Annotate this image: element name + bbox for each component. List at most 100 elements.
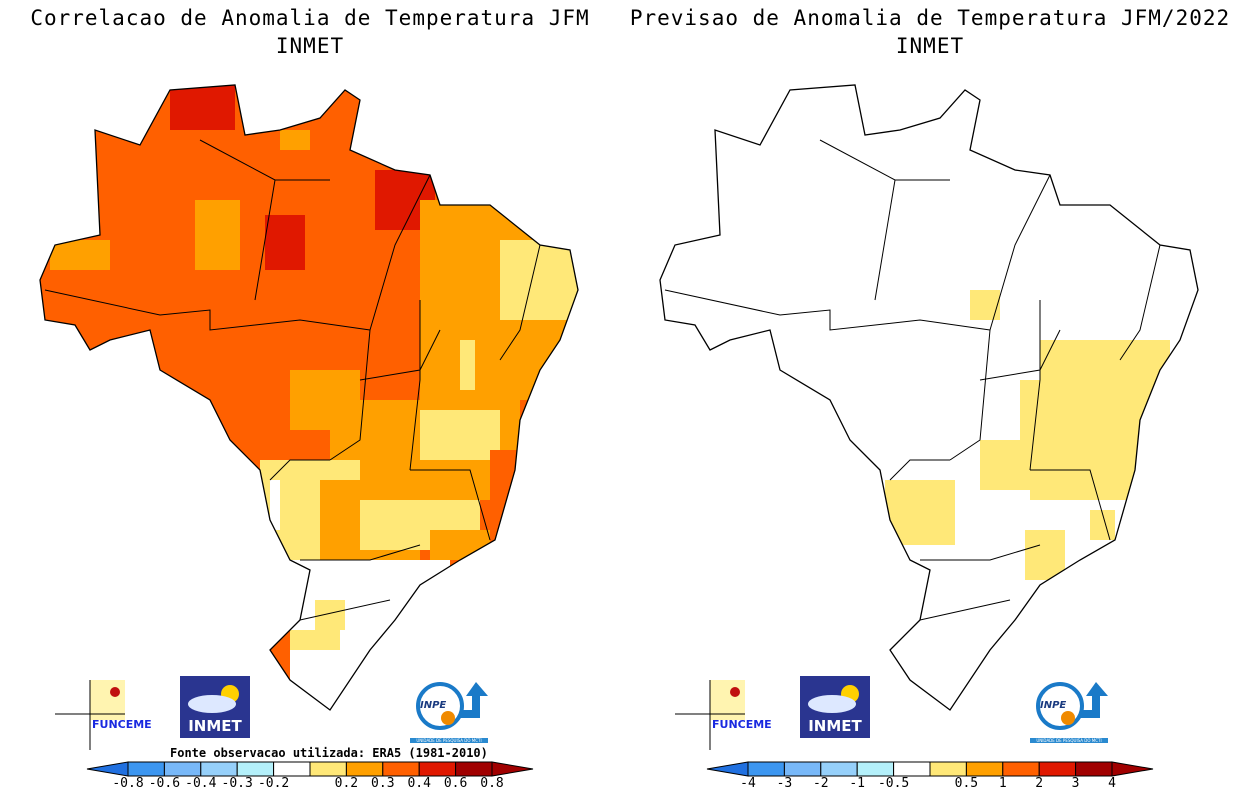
anomaly-cell bbox=[500, 240, 578, 320]
anomaly-cell bbox=[1030, 400, 1150, 500]
state-border bbox=[44, 289, 371, 331]
state-border bbox=[300, 544, 421, 561]
inpe-logo: INPE bbox=[1036, 682, 1108, 730]
colorbar-bin bbox=[127, 761, 165, 777]
colorbar-bin bbox=[965, 761, 1004, 777]
state-border bbox=[889, 459, 950, 481]
anomaly-cell bbox=[885, 480, 955, 545]
state-border bbox=[874, 179, 896, 301]
left-subtitle: INMET bbox=[275, 34, 345, 58]
colorbar-bin bbox=[783, 761, 822, 777]
colorbar-bin bbox=[929, 761, 967, 777]
colorbar-bin bbox=[1038, 761, 1077, 777]
colorbar-tick-label: -2 bbox=[812, 776, 829, 791]
inpe-logo: INPE bbox=[416, 682, 488, 730]
colorbar-high-arrow bbox=[491, 761, 534, 777]
colorbar-bin bbox=[236, 761, 275, 777]
colorbar-tick-label: -4 bbox=[740, 776, 756, 791]
colorbar-bin bbox=[418, 761, 457, 777]
colorbar-bin bbox=[309, 761, 347, 777]
state-border bbox=[254, 179, 276, 301]
anomaly-cell bbox=[170, 85, 235, 130]
colorbar-tick-label: -3 bbox=[776, 776, 793, 791]
anomaly-cell bbox=[980, 440, 1030, 490]
state-border bbox=[499, 244, 541, 361]
colorbar-tick-label: 0.2 bbox=[334, 776, 359, 791]
forecast-map bbox=[659, 84, 1199, 711]
colorbar-tick-label: -0.6 bbox=[148, 776, 181, 791]
anomaly-cell bbox=[315, 600, 345, 630]
state-border bbox=[989, 174, 1051, 331]
inmet-logo: INMET bbox=[180, 676, 250, 738]
right-title: Previsao de Anomalia de Temperatura JFM/… bbox=[629, 6, 1231, 30]
colorbar-tick-label: 1 bbox=[998, 776, 1007, 791]
inpe-label: INPE bbox=[420, 700, 446, 711]
anomaly-cell bbox=[970, 290, 1000, 320]
colorbar-bin bbox=[273, 761, 311, 777]
inpe-subtitle: UNIDADE DE PESQUISA DO MCTI bbox=[1030, 738, 1108, 743]
colorbar-tick-label: -0.2 bbox=[257, 776, 290, 791]
colorbar-bin bbox=[345, 761, 384, 777]
anomaly-cell bbox=[270, 480, 280, 530]
colorbar-tick-label: 0.3 bbox=[371, 776, 395, 791]
state-border bbox=[949, 329, 991, 461]
colorbar-tick-label: 0.4 bbox=[407, 776, 431, 791]
colorbar-tick-label: -0.3 bbox=[221, 776, 253, 791]
state-border bbox=[329, 329, 371, 461]
anomaly-cell bbox=[460, 340, 475, 390]
colorbar-tick-label: 0.5 bbox=[954, 776, 979, 791]
colorbar-bin bbox=[1075, 761, 1113, 777]
left-title: Correlacao de Anomalia de Temperatura JF… bbox=[30, 6, 590, 30]
right-colorbar bbox=[706, 761, 1154, 777]
colorbar-bin bbox=[163, 761, 202, 777]
anomaly-cell bbox=[430, 530, 490, 560]
colorbar-high-arrow bbox=[1111, 761, 1154, 777]
colorbar-bin bbox=[200, 761, 238, 777]
state-border bbox=[1119, 244, 1161, 361]
colorbar-bin bbox=[820, 761, 858, 777]
anomaly-cell bbox=[290, 630, 340, 650]
state-border bbox=[819, 139, 950, 181]
inmet-logo: INMET bbox=[800, 676, 870, 738]
anomaly-cell bbox=[420, 410, 500, 460]
colorbar-low-arrow bbox=[706, 761, 749, 777]
funceme-label: FUNCEME bbox=[712, 718, 772, 731]
colorbar-tick-label: 4 bbox=[1108, 776, 1116, 791]
colorbar-low-arrow bbox=[86, 761, 129, 777]
state-border bbox=[299, 599, 391, 621]
inpe-subtitle: UNIDADE DE PESQUISA DO MCTI bbox=[410, 738, 488, 743]
left-colorbar bbox=[86, 761, 534, 777]
correlation-map bbox=[39, 84, 579, 711]
country-outline bbox=[39, 84, 579, 711]
state-border bbox=[664, 289, 991, 331]
state-border bbox=[919, 599, 1011, 621]
state-border bbox=[920, 544, 1041, 561]
colorbar-bin bbox=[747, 761, 785, 777]
colorbar-tick-label: -0.8 bbox=[112, 776, 144, 791]
inmet-label: INMET bbox=[808, 717, 862, 735]
colorbar-tick-label: -0.4 bbox=[185, 776, 217, 791]
colorbar-bin bbox=[856, 761, 895, 777]
anomaly-cell bbox=[265, 215, 305, 270]
anomaly-cell bbox=[280, 130, 310, 150]
data-source-note: Fonte observacao utilizada: ERA5 (1981-2… bbox=[170, 746, 488, 760]
colorbar-bin bbox=[455, 761, 493, 777]
colorbar-tick-label: 2 bbox=[1035, 776, 1044, 791]
right-subtitle: INMET bbox=[895, 34, 965, 58]
colorbar-tick-label: 3 bbox=[1071, 776, 1080, 791]
state-border bbox=[269, 459, 330, 481]
colorbar-tick-label: 0.8 bbox=[480, 776, 504, 791]
state-border bbox=[199, 139, 330, 181]
state-border bbox=[1030, 469, 1111, 541]
funceme-label: FUNCEME bbox=[92, 718, 152, 731]
inpe-label: INPE bbox=[1040, 700, 1066, 711]
colorbar-bin bbox=[893, 761, 931, 777]
anomaly-cell bbox=[195, 200, 240, 270]
colorbar-bin bbox=[382, 761, 420, 777]
country-outline bbox=[659, 84, 1199, 711]
colorbar-bin bbox=[1002, 761, 1040, 777]
colorbar-tick-label: -0.5 bbox=[877, 776, 910, 791]
funceme-logo bbox=[675, 680, 745, 750]
state-border bbox=[409, 300, 421, 471]
